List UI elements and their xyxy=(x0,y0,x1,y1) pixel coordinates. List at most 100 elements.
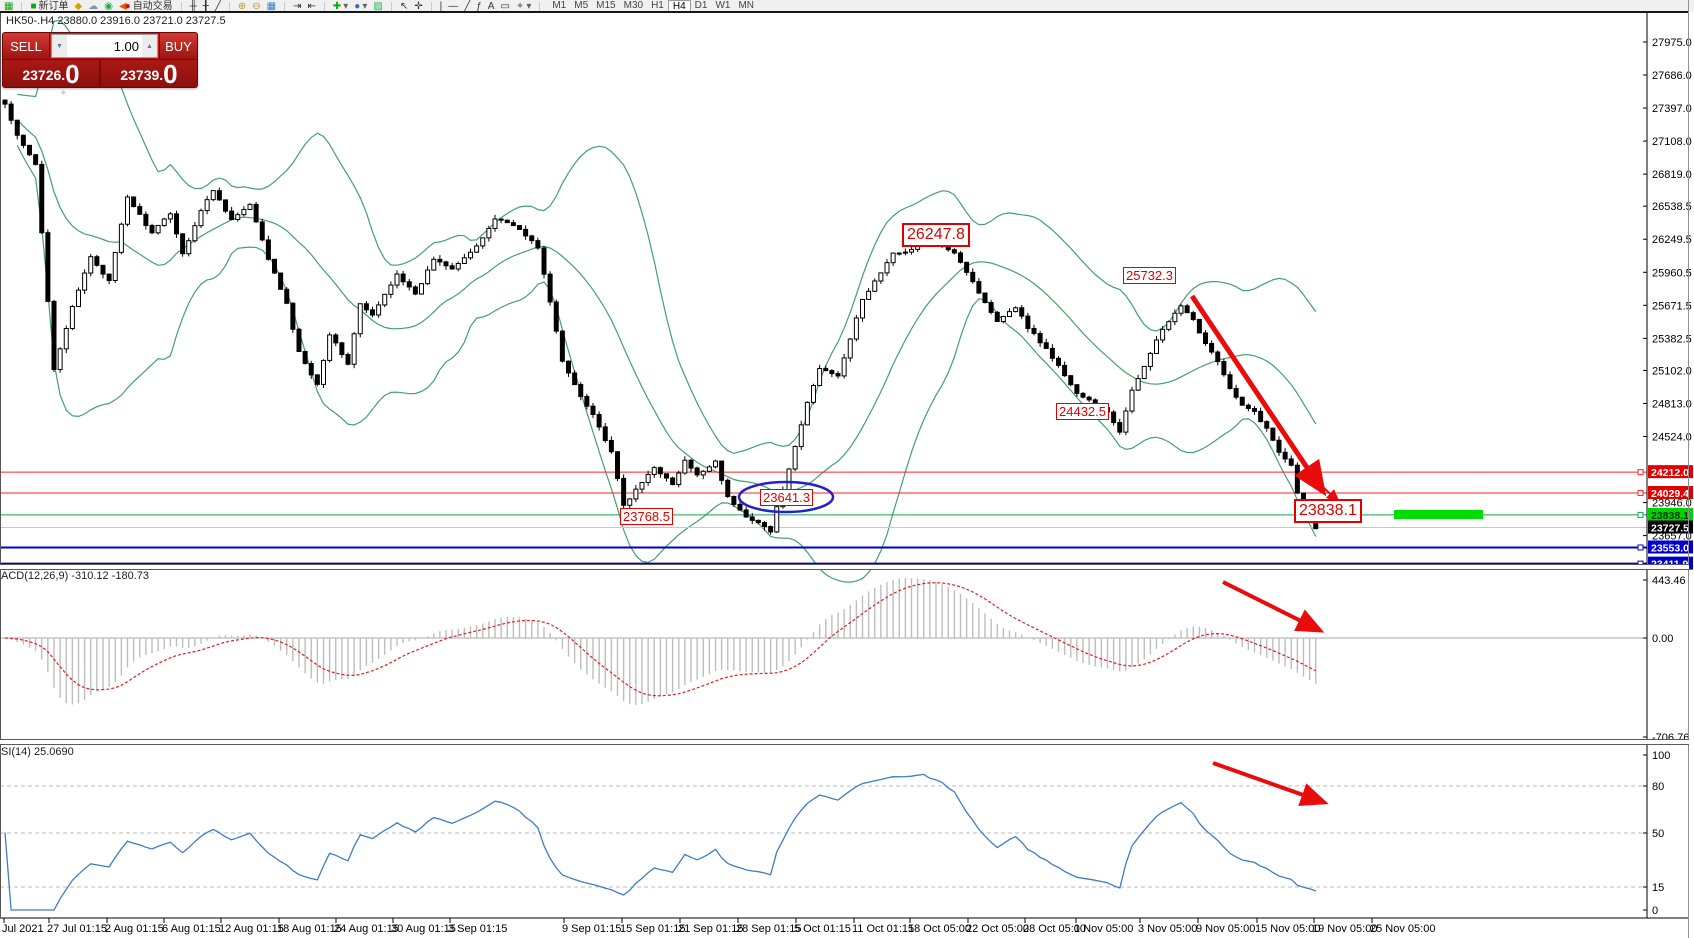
downtrend-arrow-macd[interactable] xyxy=(1222,580,1325,633)
panel-separator-rsi[interactable] xyxy=(0,739,1689,745)
tile-windows-icon[interactable]: ▦ xyxy=(266,1,277,12)
time-axis-label: 21 Sep 01:15 xyxy=(678,923,743,935)
zoom-in-icon[interactable]: ⊕ xyxy=(237,1,247,12)
timeframe-m30[interactable]: M30 xyxy=(623,0,644,11)
auto-trading-button[interactable]: ◀ ● 自动交易 xyxy=(119,0,173,12)
one-click-trading-panel: SELL ▼ ▲ BUY 23726 . 0 23739 . 0 ◆ xyxy=(2,32,198,96)
new-order-button[interactable]: ■ 新订单 xyxy=(30,0,68,12)
toolbar-separator xyxy=(284,2,286,12)
downtrend-arrow-small[interactable] xyxy=(1310,475,1341,504)
price-tick: 25960.5 xyxy=(1652,267,1692,279)
panel-separator-macd[interactable] xyxy=(0,564,1689,570)
downtrend-arrow-rsi[interactable] xyxy=(1212,761,1329,806)
annotation-circled-low[interactable]: 23641.3 xyxy=(760,489,813,506)
bollinger-bands xyxy=(16,19,1317,583)
cursor-icon[interactable]: ↖ xyxy=(399,1,409,12)
clock-icon: ● xyxy=(354,1,361,12)
shapes-button[interactable]: ✦ ▾ xyxy=(516,1,531,12)
timeframe-w1[interactable]: W1 xyxy=(715,0,731,11)
time-axis-label: 2 Aug 01:15 xyxy=(105,923,164,935)
volume-decrease-button[interactable]: ▼ xyxy=(52,35,67,57)
chevron-down-icon: ▾ xyxy=(343,1,349,12)
time-axis-label: 9 Nov 05:00 xyxy=(1196,923,1255,935)
volume-increase-button[interactable]: ▲ xyxy=(142,35,157,57)
macd-scale-tick: 443.46 xyxy=(1652,575,1686,587)
timeframe-m15[interactable]: M15 xyxy=(596,0,616,11)
annotation-support-left[interactable]: 23768.5 xyxy=(620,508,673,525)
price-tick: 23657.0 xyxy=(1652,531,1692,543)
fibonacci-icon[interactable]: ƒ xyxy=(476,1,482,12)
sell-price-dot: . xyxy=(61,67,66,83)
timeframe-mn[interactable]: MN xyxy=(738,0,755,11)
timeframe-m1[interactable]: M1 xyxy=(552,0,567,11)
time-axis-label: 9 Sep 01:15 xyxy=(562,923,621,935)
price-tick: 27686.0 xyxy=(1652,70,1692,82)
buy-price[interactable]: 23739 . 0 xyxy=(99,60,197,87)
rsi-scale-tick: 80 xyxy=(1652,781,1664,793)
annotation-swing-low[interactable]: 24432.5 xyxy=(1056,403,1109,420)
toolbar-separator xyxy=(539,2,541,12)
timeframe-toolbar: M1 M5 M15 M30 H1 H4 D1 W1 MN xyxy=(548,0,758,12)
time-axis-label: 24 Aug 01:15 xyxy=(334,923,399,935)
time-axis-label: 1 Nov 05:00 xyxy=(1074,923,1133,935)
time-axis-label: 3 Sep 01:15 xyxy=(448,923,507,935)
sell-price[interactable]: 23726 . 0 xyxy=(3,60,99,87)
timeframe-h1[interactable]: H1 xyxy=(651,0,664,11)
new-order-icon: ■ xyxy=(30,1,37,12)
timeframe-m5[interactable]: M5 xyxy=(574,0,589,11)
new-order-label: 新订单 xyxy=(38,1,69,12)
chart-shift-icon[interactable]: ⇤ xyxy=(307,1,316,12)
buy-button[interactable]: BUY xyxy=(159,33,197,59)
cloud-icon[interactable]: ☁ xyxy=(88,1,99,12)
volume-input[interactable] xyxy=(67,37,142,55)
downtrend-arrow-main[interactable] xyxy=(1189,294,1327,497)
trendline-icon[interactable]: ╱ xyxy=(464,1,471,12)
price-tick: 26538.5 xyxy=(1652,201,1692,213)
text-tool-icon[interactable]: A xyxy=(487,1,495,12)
crosshair-icon[interactable]: ✛ xyxy=(414,1,423,12)
template-icon[interactable]: ▨ xyxy=(373,1,383,12)
annotation-target-price[interactable]: 23838.1 xyxy=(1294,499,1362,523)
annotation-peak-high[interactable]: 26247.8 xyxy=(902,223,970,247)
horizontal-level-lines[interactable] xyxy=(0,469,1647,567)
annotation-swing-high[interactable]: 25732.3 xyxy=(1123,267,1176,284)
zoom-out-icon[interactable]: ⊖ xyxy=(252,1,261,12)
scroll-to-end-icon[interactable]: ⇥ xyxy=(293,1,302,12)
periods-button[interactable]: ● ▾ xyxy=(354,1,367,12)
time-axis[interactable]: Jul 2021 27 Jul 01:152 Aug 01:156 Aug 01:… xyxy=(2,918,1435,935)
market-watch-icon[interactable]: ◆ xyxy=(74,1,83,12)
timeframe-d1[interactable]: D1 xyxy=(694,0,708,11)
indicators-button[interactable]: ✚ ▾ xyxy=(333,1,348,12)
time-axis-label: 19 Nov 05:00 xyxy=(1312,923,1377,935)
rsi-title: SI(14) 25.0690 xyxy=(1,746,74,758)
line-chart-mode-icon[interactable]: ╱ xyxy=(214,1,221,12)
time-axis-label: 27 Jul 01:15 xyxy=(47,923,107,935)
price-tick: 27975.0 xyxy=(1652,37,1692,49)
candle-chart-mode-icon[interactable]: ╂ xyxy=(202,1,209,12)
panel-collapse-arrow[interactable]: ◆ xyxy=(61,90,66,96)
green-highlight-bar[interactable] xyxy=(1394,510,1483,519)
buy-price-dot: . xyxy=(159,67,164,83)
volume-control: ▼ ▲ xyxy=(51,34,158,58)
sell-button[interactable]: SELL xyxy=(3,33,50,59)
rsi-scale-tick: 100 xyxy=(1652,750,1670,762)
chart-window-icon[interactable]: ▦ xyxy=(4,1,14,12)
text-label-icon[interactable]: ▭ xyxy=(500,1,510,12)
timeframe-h4[interactable]: H4 xyxy=(667,0,691,12)
toolbar-separator xyxy=(180,2,182,12)
price-axis[interactable]: 27975.0 27686.0 27397.0 27108.0 26819.0 26538… xyxy=(1643,37,1693,917)
toolbar-separator xyxy=(390,2,392,12)
time-axis-label: 25 Nov 05:00 xyxy=(1370,923,1435,935)
blue-circle-annotation[interactable] xyxy=(737,480,835,514)
price-tick: 26819.0 xyxy=(1652,169,1692,181)
price-tick: 24524.0 xyxy=(1652,431,1692,443)
time-axis-label: 28 Oct 05:00 xyxy=(1023,923,1086,935)
price-tick: 27108.0 xyxy=(1652,136,1692,148)
horizontal-line-icon[interactable]: — xyxy=(448,1,459,12)
vertical-line-icon[interactable]: | xyxy=(439,1,443,12)
main-toolbar: ▦ ■ 新订单 ◆ ☁ ◉ ◀ ● 自动交易 ╫ ╂ ╱ ⊕ ⊖ ▦ ⇥ ⇤ ✚… xyxy=(0,0,1694,12)
signal-icon[interactable]: ◉ xyxy=(104,1,113,12)
bar-chart-mode-icon[interactable]: ╫ xyxy=(189,1,197,12)
time-axis-label: 30 Aug 01:15 xyxy=(391,923,456,935)
